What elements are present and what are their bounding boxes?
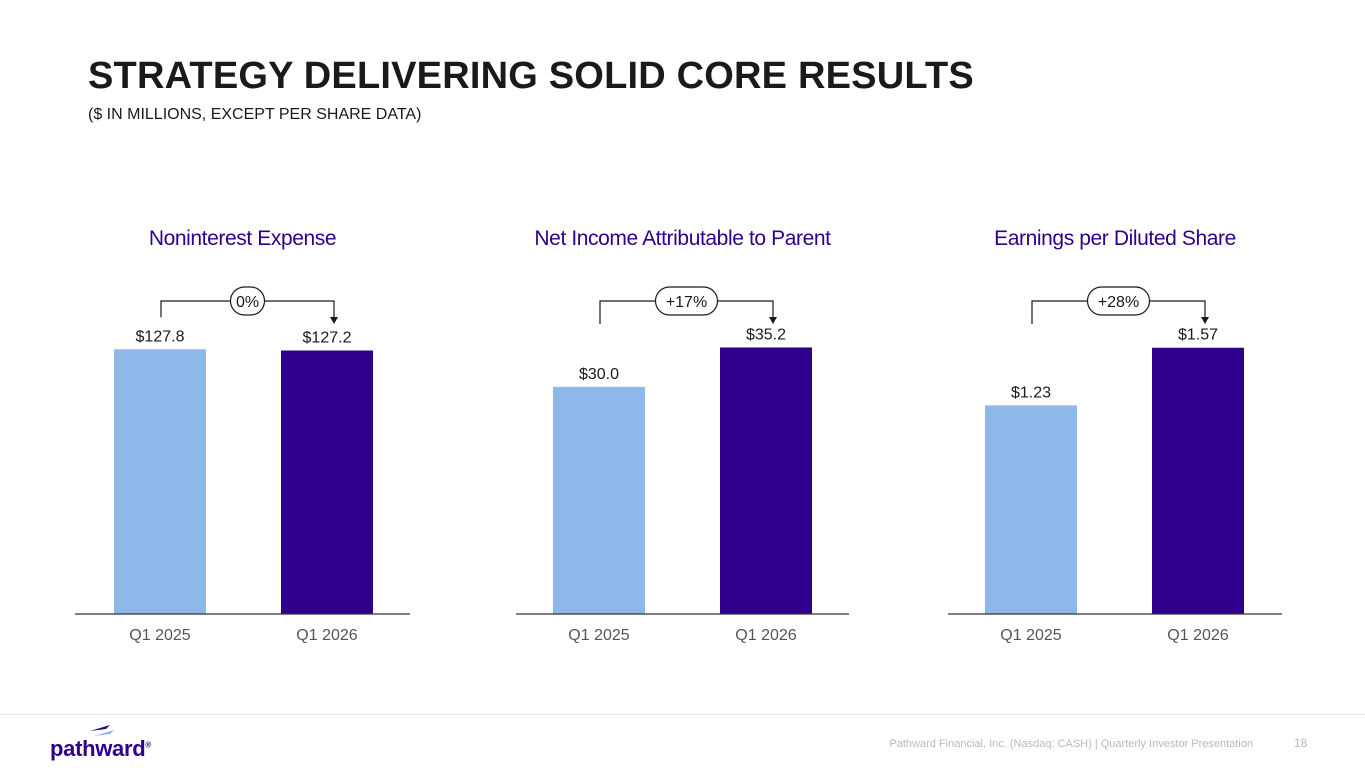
bar-value-label: $35.2 [746,326,786,343]
bar [720,347,812,614]
change-label: 0% [236,294,259,311]
bar [985,405,1077,614]
logo-wordmark: pathward® [50,736,151,761]
bar [553,386,645,614]
page-subtitle: ($ IN MILLIONS, EXCEPT PER SHARE DATA) [88,106,422,123]
category-label: Q1 2026 [735,627,796,644]
change-arrow-icon [330,317,338,324]
bar-value-label: $127.8 [136,328,185,345]
category-label: Q1 2025 [129,627,190,644]
change-label: +17% [666,294,707,311]
bar [1152,347,1244,614]
change-arrow-icon [1201,317,1209,324]
charts-area: Noninterest Expense $127.8 Q1 2025 $127.2 Q1… [75,227,1282,644]
bar-value-label: $1.57 [1178,327,1218,344]
footer-divider [0,714,1365,715]
bar [114,349,206,614]
page-title: STRATEGY DELIVERING SOLID CORE RESULTS [88,55,974,97]
footer-text: Pathward Financial, Inc. (Nasdaq: CASH) … [889,738,1253,750]
bar [281,350,373,614]
change-label: +28% [1098,294,1139,311]
category-label: Q1 2025 [568,627,629,644]
change-pill [1086,286,1151,316]
category-label: Q1 2026 [1167,627,1228,644]
chart-title: Net Income Attributable to Parent [534,227,831,250]
page-number: 18 [1294,736,1308,750]
category-label: Q1 2025 [1000,627,1061,644]
bar-value-label: $30.0 [579,366,619,383]
logo-arrow-icon [90,725,114,736]
change-pill [654,286,719,316]
bar-value-label: $127.2 [303,330,352,347]
change-pill [229,286,266,316]
chart-title: Noninterest Expense [149,227,336,250]
chart-title: Earnings per Diluted Share [994,227,1236,250]
change-arrow-icon [769,317,777,324]
bar-value-label: $1.23 [1011,384,1051,401]
category-label: Q1 2026 [296,627,357,644]
pathward-logo: pathward® [50,722,160,762]
